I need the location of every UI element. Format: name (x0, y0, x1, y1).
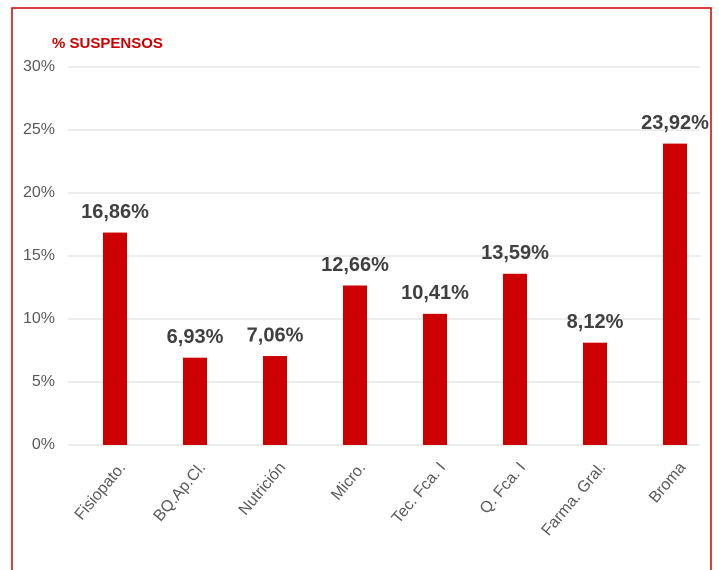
y-tick-label: 10% (23, 310, 55, 327)
y-tick-label: 5% (32, 373, 55, 390)
bar (503, 273, 527, 445)
bar (183, 357, 207, 445)
value-label: 6,93% (167, 326, 224, 348)
chart-title: % SUSPENSOS (52, 35, 163, 52)
value-label: 8,12% (567, 311, 624, 333)
x-tick-label: Nutrición (236, 459, 290, 518)
x-tick-label: Farma. Gral. (539, 459, 610, 539)
value-label: 16,86% (81, 201, 149, 223)
bar (423, 313, 447, 445)
bar (263, 356, 287, 445)
value-label: 7,06% (247, 324, 304, 346)
y-tick-label: 25% (23, 121, 55, 138)
y-tick-label: 0% (32, 436, 55, 453)
value-label: 12,66% (321, 254, 389, 276)
bar (583, 342, 607, 445)
bar (103, 232, 127, 445)
value-label: 23,92% (641, 112, 709, 134)
x-tick-label: Fisiopato. (72, 459, 130, 523)
x-tick-label: Q. Fca. I (477, 459, 529, 517)
y-tick-label: 15% (23, 247, 55, 264)
x-tick-label: Tec. Fca. I (389, 459, 449, 526)
bar (663, 143, 687, 445)
value-label: 10,41% (401, 282, 469, 304)
y-tick-label: 30% (23, 58, 55, 75)
chart-border (11, 7, 712, 570)
x-tick-label: Micro. (328, 459, 369, 503)
x-tick-label: Broma (646, 459, 689, 506)
x-tick-label: BQ.Ap.Cl. (151, 459, 210, 524)
value-label: 13,59% (481, 242, 549, 264)
bar (343, 285, 367, 445)
y-tick-label: 20% (23, 184, 55, 201)
